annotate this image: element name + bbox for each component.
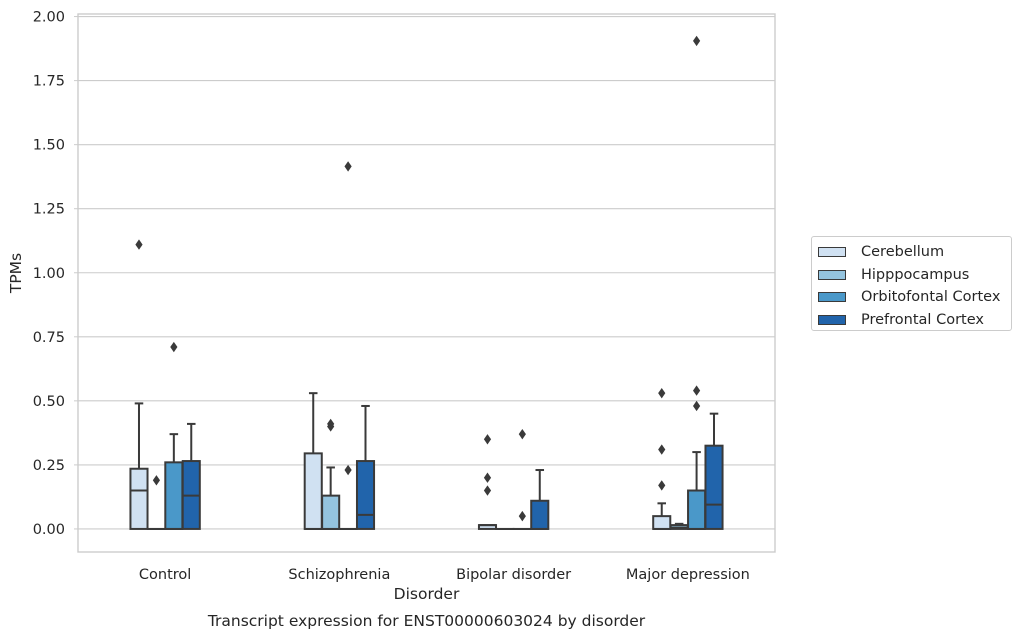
y-tick-label: 0.75	[33, 330, 65, 346]
legend-label-prefrontal: Prefrontal Cortex	[861, 311, 984, 328]
outlier-point	[518, 428, 526, 440]
box-hipppocampus-major-depression	[669, 522, 689, 530]
outlier-point	[152, 475, 161, 486]
outlier-point	[518, 510, 526, 522]
box-body	[303, 452, 323, 530]
y-tick-label: 0.50	[33, 394, 65, 410]
legend-item-prefrontal: Prefrontal Cortex	[818, 309, 1011, 332]
x-tick-label: Bipolar disorder	[456, 567, 571, 583]
outlier-point	[658, 444, 666, 455]
legend-label-orbitofrontal: Orbitofontal Cortex	[861, 289, 1001, 306]
outlier-point	[483, 472, 492, 483]
outlier-point	[692, 35, 701, 47]
y-tick-label: 0.00	[33, 522, 65, 538]
legend: Cerebellum Hipppocampus Orbitofontal Cor…	[811, 236, 1012, 331]
legend-item-cerebellum: Cerebellum	[818, 241, 1011, 264]
legend-swatch-prefrontal	[818, 314, 846, 325]
y-tick-label: 1.25	[33, 202, 65, 218]
y-axis-label: TPMs	[7, 253, 25, 294]
box-orbitofontal-cortex-major-depression	[687, 35, 707, 530]
y-tick-label: 1.75	[33, 74, 65, 90]
box-prefrontal-cortex-major-depression	[704, 412, 724, 530]
box-cerebellum-control	[129, 239, 149, 530]
outlier-point	[483, 434, 492, 445]
outlier-point	[692, 400, 701, 412]
box-cerebellum-schizophrenia	[303, 392, 323, 530]
legend-item-hippocampus: Hipppocampus	[818, 264, 1011, 287]
legend-swatch-cerebellum	[818, 247, 846, 258]
x-tick-label: Major depression	[626, 567, 750, 583]
y-tick-label: 1.00	[33, 266, 65, 282]
outlier-point	[692, 385, 701, 396]
box-hipppocampus-schizophrenia	[321, 418, 341, 530]
box-body	[704, 444, 724, 530]
plot-frame	[77, 13, 776, 553]
legend-swatch-orbitofrontal	[818, 292, 846, 303]
box-body	[687, 489, 707, 530]
chart-caption: Transcript expression for ENST0000060302…	[207, 612, 646, 630]
box-body	[652, 515, 672, 530]
box-body	[355, 460, 376, 530]
box-body	[164, 461, 184, 530]
box-prefrontal-cortex-control	[181, 422, 201, 530]
x-axis-label: Disorder	[394, 585, 460, 603]
outlier-point	[135, 239, 143, 250]
outlier-point	[658, 387, 666, 399]
y-tick-label: 2.00	[33, 10, 65, 26]
outlier-point	[344, 464, 352, 476]
box-cerebellum-bipolar-disorder	[477, 434, 498, 530]
x-tick-label: Schizophrenia	[288, 567, 390, 583]
outlier-point	[170, 341, 178, 353]
legend-label-hippocampus: Hipppocampus	[861, 266, 970, 283]
outlier-point	[658, 480, 666, 491]
outlier-point	[483, 485, 492, 496]
outlier-point	[327, 418, 335, 430]
legend-item-orbitofrontal: Orbitofontal Cortex	[818, 286, 1011, 309]
box-cerebellum-major-depression	[652, 387, 672, 530]
legend-label-cerebellum: Cerebellum	[861, 244, 945, 261]
x-tick-label: Control	[139, 567, 191, 583]
box-body	[530, 499, 550, 530]
box-prefrontal-cortex-bipolar-disorder	[530, 469, 550, 530]
y-tick-label: 1.50	[33, 138, 65, 154]
legend-swatch-hippocampus	[818, 269, 846, 280]
box-body	[321, 494, 341, 530]
y-tick-label: 0.25	[33, 458, 65, 474]
box-body	[129, 467, 149, 530]
outlier-point	[344, 161, 352, 172]
box-prefrontal-cortex-schizophrenia	[355, 404, 376, 530]
